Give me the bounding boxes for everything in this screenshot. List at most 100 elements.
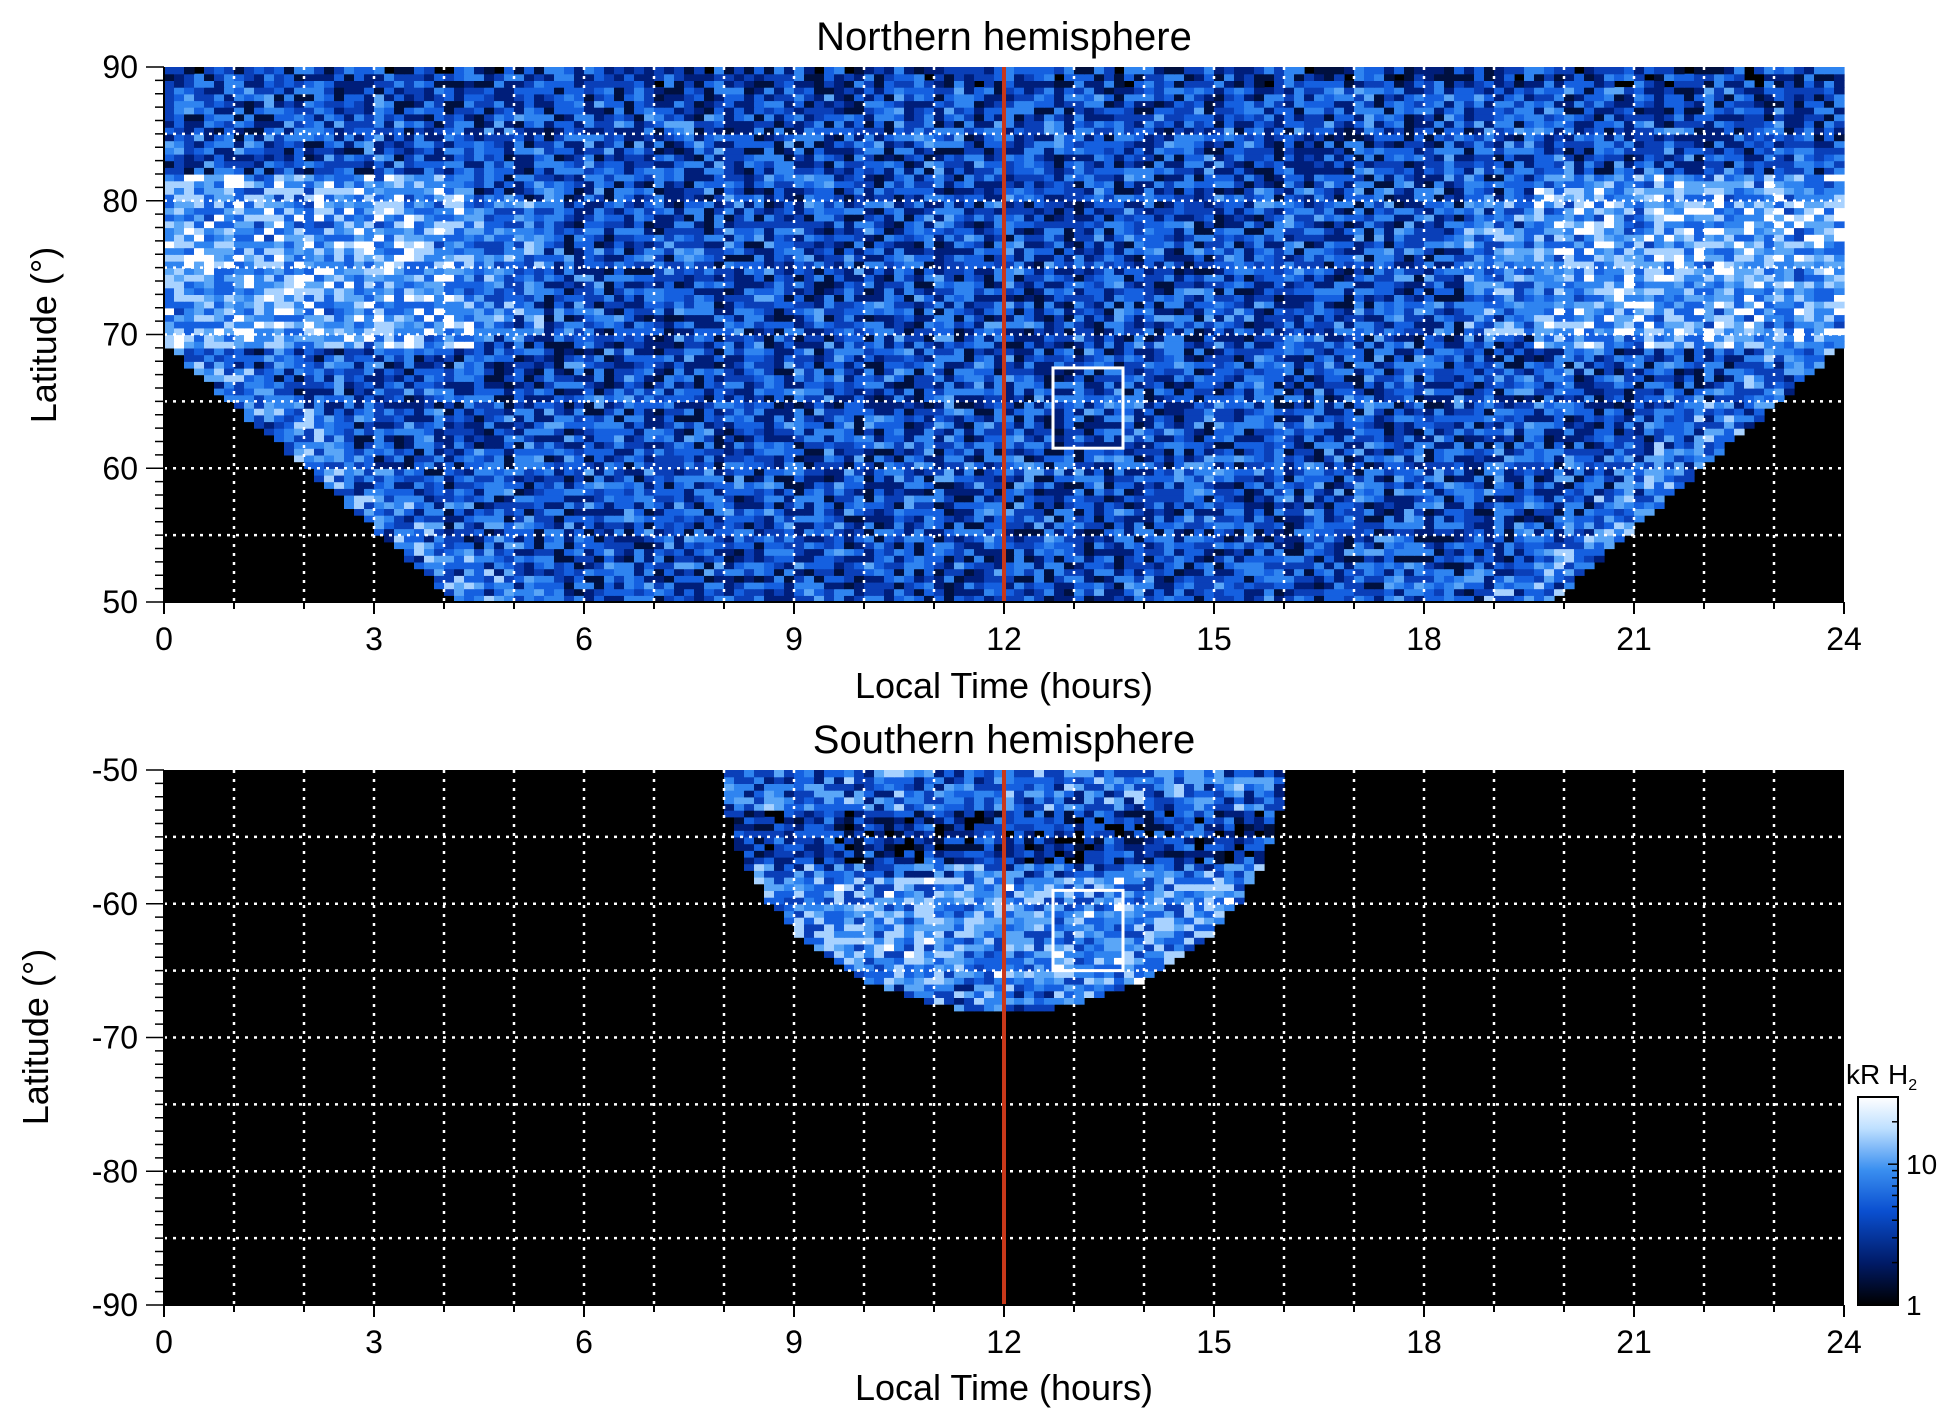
heatmap-cell: [1374, 394, 1385, 402]
heatmap-cell: [1544, 441, 1555, 449]
heatmap-cell: [1394, 388, 1405, 396]
heatmap-cell: [494, 588, 505, 596]
heatmap-cell: [364, 474, 375, 483]
heatmap-cell: [344, 454, 355, 463]
heatmap-cell: [984, 575, 995, 583]
heatmap-cell: [564, 354, 575, 362]
heatmap-cell: [714, 535, 725, 543]
heatmap-cell: [1554, 575, 1565, 583]
heatmap-cell: [1174, 548, 1185, 556]
heatmap-cell: [1794, 361, 1805, 369]
heatmap-cell: [984, 374, 995, 382]
heatmap-cell: [404, 354, 415, 362]
heatmap-cell: [1354, 555, 1365, 563]
heatmap-cell: [1604, 367, 1615, 376]
heatmap-cell: [974, 561, 985, 570]
heatmap-cell: [304, 361, 315, 369]
heatmap-cell: [794, 501, 805, 509]
heatmap-cell: [464, 454, 475, 463]
heatmap-cell: [934, 388, 945, 396]
heatmap-cell: [1334, 595, 1345, 603]
heatmap-cell: [464, 421, 475, 429]
heatmap-cell: [624, 528, 635, 536]
heatmap-cell: [934, 474, 945, 483]
heatmap-cell: [874, 381, 885, 389]
heatmap-cell: [1014, 414, 1025, 423]
heatmap-cell: [704, 595, 715, 603]
heatmap-cell: [564, 434, 575, 443]
heatmap-cell: [534, 535, 545, 543]
heatmap-cell: [664, 448, 675, 456]
heatmap-cell: [714, 541, 725, 550]
heatmap-cell: [1514, 474, 1525, 483]
heatmap-cell: [654, 561, 665, 570]
heatmap-cell: [924, 481, 935, 489]
heatmap-cell: [814, 388, 825, 396]
heatmap-cell: [854, 481, 865, 489]
heatmap-cell: [804, 581, 815, 590]
heatmap-cell: [1354, 588, 1365, 596]
heatmap-cell: [344, 414, 355, 423]
heatmap-cell: [304, 421, 315, 429]
heatmap-cell: [1394, 481, 1405, 489]
heatmap-cell: [1334, 381, 1345, 389]
heatmap-cell: [1234, 561, 1245, 570]
heatmap-cell: [1114, 495, 1125, 503]
heatmap-cell: [1494, 434, 1505, 443]
heatmap-cell: [884, 461, 895, 469]
heatmap-cell: [1364, 414, 1375, 423]
heatmap-cell: [1334, 401, 1345, 409]
heatmap-cell: [984, 595, 995, 603]
heatmap-cell: [954, 581, 965, 590]
heatmap-cell: [1484, 474, 1495, 483]
heatmap-cell: [1754, 394, 1765, 402]
heatmap-cell: [974, 388, 985, 396]
heatmap-cell: [1554, 548, 1565, 556]
heatmap-cell: [824, 561, 835, 570]
heatmap-cell: [854, 401, 865, 409]
heatmap-cell: [364, 468, 375, 476]
heatmap-cell: [724, 401, 735, 409]
heatmap-cell: [1184, 448, 1195, 456]
heatmap-cell: [944, 441, 955, 449]
heatmap-cell: [554, 401, 565, 409]
heatmap-cell: [574, 548, 585, 556]
heatmap-cell: [1084, 575, 1095, 583]
heatmap-cell: [414, 501, 425, 509]
heatmap-cell: [1054, 501, 1065, 509]
heatmap-cell: [504, 515, 515, 523]
heatmap-cell: [424, 381, 435, 389]
heatmap-cell: [1204, 408, 1215, 416]
heatmap-cell: [874, 575, 885, 583]
heatmap-cell: [1374, 548, 1385, 556]
heatmap-cell: [1104, 595, 1115, 603]
heatmap-cell: [294, 428, 305, 436]
heatmap-cell: [1304, 428, 1315, 436]
heatmap-cell: [714, 581, 725, 590]
heatmap-cell: [554, 481, 565, 489]
heatmap-cell: [1404, 388, 1415, 396]
heatmap-cell: [1394, 441, 1405, 449]
heatmap-cell: [1704, 394, 1715, 402]
heatmap-cell: [1024, 394, 1035, 402]
heatmap-cell: [354, 508, 365, 516]
heatmap-cell: [1504, 588, 1515, 596]
heatmap-cell: [914, 414, 925, 423]
heatmap-cell: [1054, 381, 1065, 389]
heatmap-cell: [1384, 541, 1395, 550]
heatmap-cell: [1384, 575, 1395, 583]
heatmap-cell: [1344, 367, 1355, 376]
heatmap-cell: [1044, 428, 1055, 436]
heatmap-cell: [1364, 501, 1375, 509]
heatmap-cell: [1644, 388, 1655, 396]
heatmap-cell: [1384, 515, 1395, 523]
heatmap-cell: [464, 541, 475, 550]
heatmap-cell: [964, 367, 975, 376]
heatmap-cell: [434, 548, 445, 556]
heatmap-cell: [914, 394, 925, 402]
heatmap-cell: [664, 595, 675, 603]
heatmap-cell: [944, 548, 955, 556]
heatmap-cell: [354, 428, 365, 436]
heatmap-cell: [374, 401, 385, 409]
